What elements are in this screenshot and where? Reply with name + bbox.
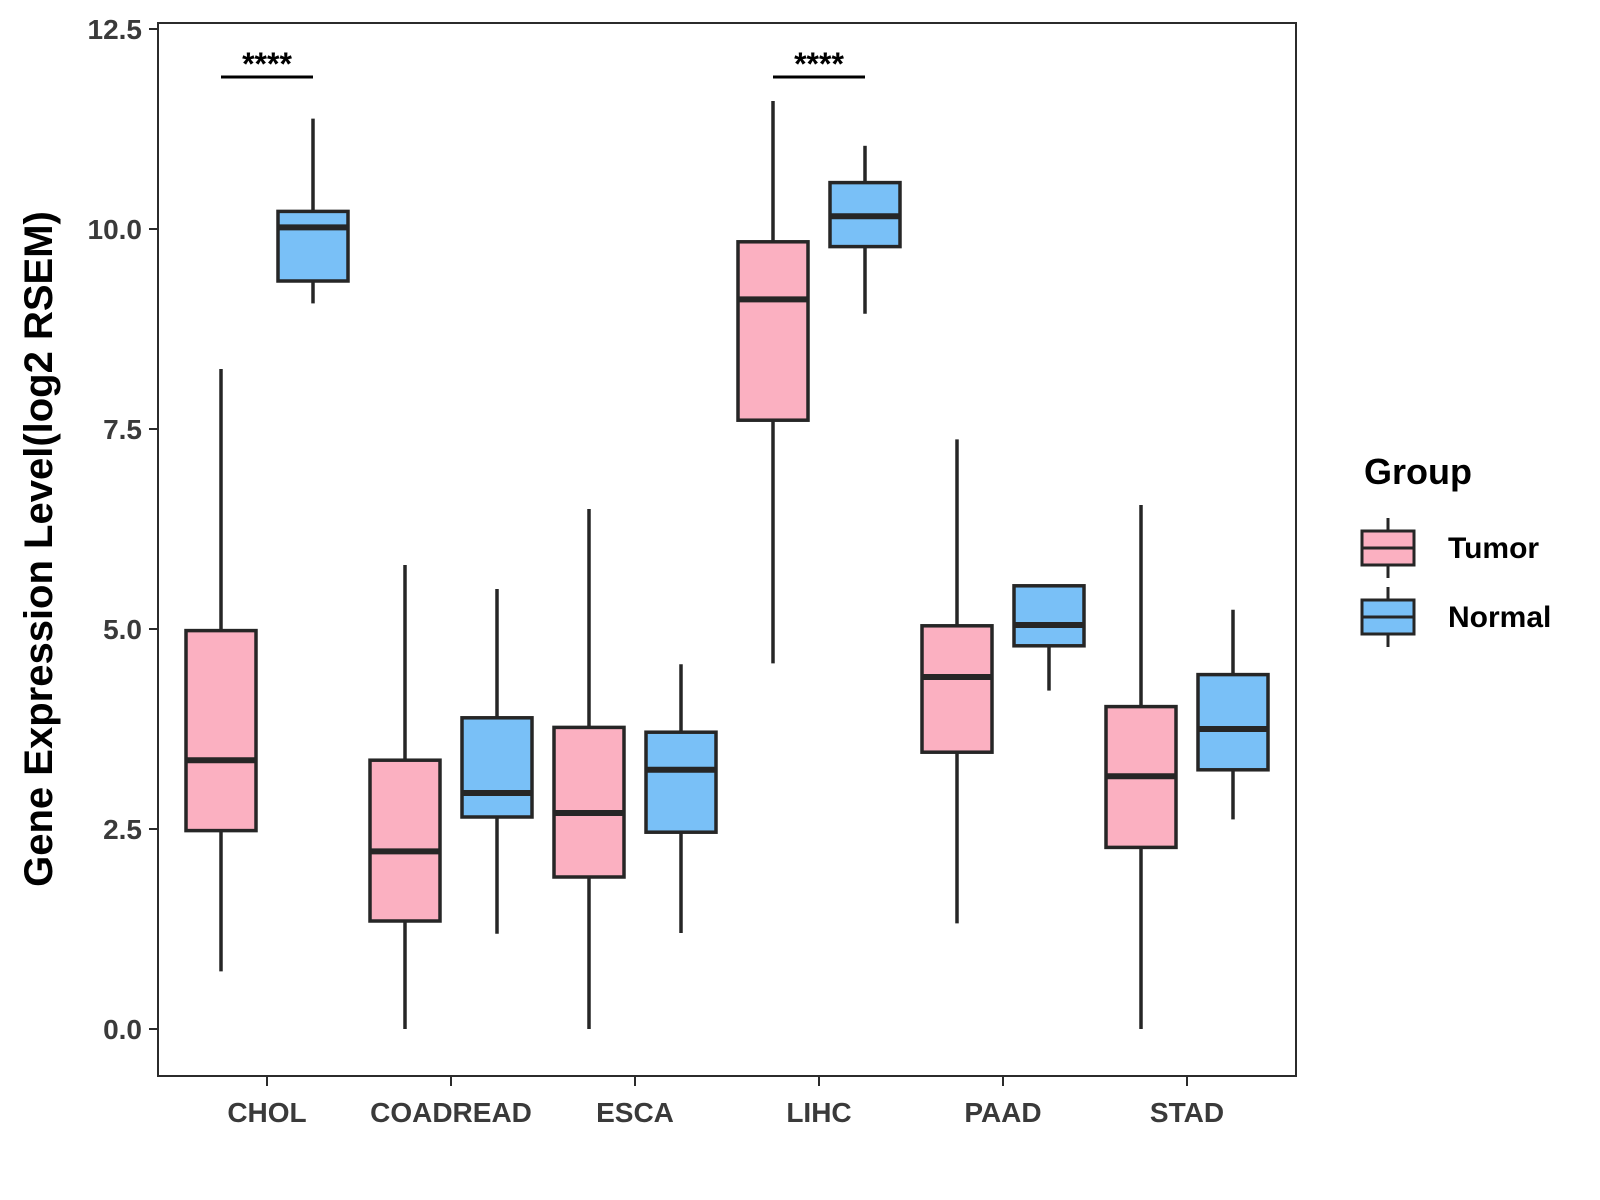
y-tick-label: 7.5 [103,414,142,445]
significance-layer: **** **** [221,46,865,82]
box-tumor-stad [1104,505,1178,1029]
box-tumor-esca [552,509,626,1029]
x-tick-label: STAD [1150,1097,1224,1128]
legend-item-tumor: Tumor [1360,518,1539,578]
box-iqr [736,240,810,422]
box-iqr [1196,672,1270,772]
box-normal-chol [276,118,350,304]
y-axis-title: Gene Expression Level(log2 RSEM) [17,211,61,887]
box-tumor-coadread [368,565,442,1029]
y-tick-label: 12.5 [88,14,143,45]
box-iqr [184,628,258,833]
box-iqr [368,758,442,923]
significance-label-lihc: **** [794,46,844,82]
legend: Group Tumor Normal [1360,451,1551,647]
y-tick-label: 0.0 [103,1014,142,1045]
x-tick-label: COADREAD [370,1097,532,1128]
legend-label-tumor: Tumor [1448,532,1539,565]
box-normal-stad [1196,609,1270,820]
box-iqr [1012,584,1086,648]
box-iqr [460,716,534,819]
x-tick-label: PAAD [964,1097,1041,1128]
box-iqr [644,730,718,834]
box-iqr [276,209,350,283]
box-iqr [552,725,626,879]
box-tumor-paad [920,439,994,924]
box-iqr [920,624,994,754]
box-tumor-lihc [736,101,810,664]
box-normal-paad [1012,584,1086,691]
y-tick-label: 5.0 [103,614,142,645]
box-layer [184,101,1270,1029]
legend-item-normal: Normal [1360,587,1551,647]
significance-label-chol: **** [242,46,292,82]
box-normal-coadread [460,589,534,934]
y-axis: 0.0 2.5 5.0 7.5 10.0 12.5 [88,14,158,1045]
x-axis: CHOL COADREAD ESCA LIHC PAAD STAD [227,1076,1224,1128]
box-normal-lihc [828,145,902,314]
legend-title: Group [1364,451,1472,492]
y-tick-label: 2.5 [103,814,142,845]
x-tick-label: LIHC [786,1097,851,1128]
y-tick-label: 10.0 [88,214,143,245]
plot-panel [157,22,1297,1077]
x-tick-label: ESCA [596,1097,674,1128]
legend-label-normal: Normal [1448,601,1551,634]
box-normal-esca [644,664,718,933]
box-tumor-chol [184,369,258,972]
x-tick-label: CHOL [227,1097,306,1128]
